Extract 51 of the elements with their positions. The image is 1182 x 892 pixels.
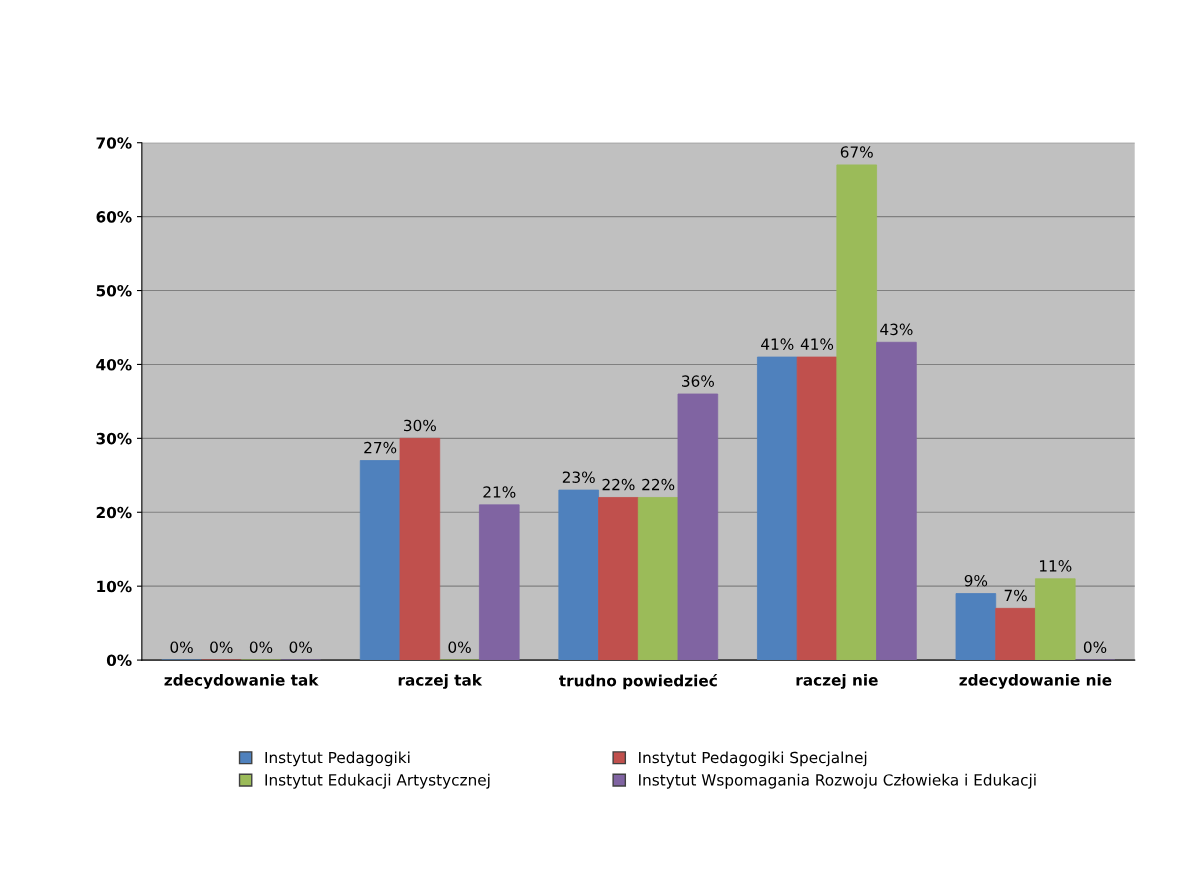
data-label: 0% [170,641,193,653]
bar [399,437,441,661]
bar [836,164,877,661]
data-label: 0% [249,641,273,653]
data-label: 30% [404,419,436,432]
legend-label: Instytut Pedagogiki [265,751,410,767]
y-tick-label: 60% [96,211,132,223]
y-tick-label: 40% [96,358,132,371]
bar [637,497,679,661]
x-tick-label: zdecydowanie nie [959,673,1112,689]
data-label: 41% [761,338,794,350]
data-label: 23% [562,471,595,483]
y-tick-label: 0% [106,654,132,667]
bar [1035,578,1076,661]
bar [479,504,520,661]
bar [677,393,719,661]
bar [876,341,917,661]
data-label: 7% [1004,589,1027,602]
y-tick-label: 50% [96,285,132,297]
data-label: 0% [289,641,312,653]
bar [796,356,838,661]
y-tick-label: 20% [96,506,132,519]
data-label: 9% [964,574,988,587]
legend-label: Instytut Wspomagania Rozwoju Człowieka i Edukacji [639,773,1036,789]
bar [359,460,401,661]
bar [955,593,997,661]
bar [995,607,1036,661]
legend-label: Instytut Pedagogiki Specjalnej [639,751,867,767]
x-tick-label: zdecydowanie tak [164,673,319,689]
data-label: 21% [483,486,516,498]
x-tick-label: trudno powiedzieć [559,673,718,690]
data-label: 0% [448,641,471,653]
data-label: 0% [1083,641,1107,653]
data-label: 0% [210,641,233,653]
data-label: 41% [800,338,834,350]
x-tick-label: raczej nie [796,673,878,689]
data-label: 67% [840,146,873,158]
y-tick-label: 70% [96,137,132,149]
data-label: 11% [1039,560,1072,572]
legend-label: Instytut Edukacji Artystycznej [265,773,490,789]
data-label: 43% [880,323,913,336]
bar [558,489,599,661]
bar [757,356,798,661]
y-tick-label: 30% [96,432,132,445]
x-tick-label: raczej tak [398,673,483,689]
y-tick-label: 10% [97,580,132,593]
data-label: 22% [642,478,675,491]
data-label: 27% [364,441,397,454]
bar [598,497,639,661]
data-label: 22% [602,478,635,491]
data-label: 36% [682,375,714,387]
